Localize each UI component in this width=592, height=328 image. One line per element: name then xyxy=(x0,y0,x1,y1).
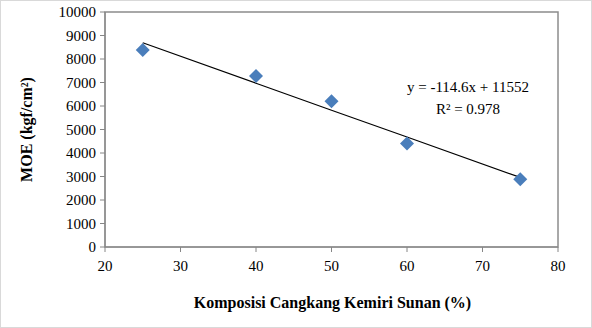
x-tick-label: 30 xyxy=(173,258,188,274)
scatter-point xyxy=(249,69,263,83)
y-tick xyxy=(100,129,105,130)
y-tick-label: 2000 xyxy=(66,192,96,208)
plot-frame xyxy=(105,12,558,247)
x-tick-label: 20 xyxy=(98,258,113,274)
chart-border xyxy=(1,1,592,328)
y-tick xyxy=(100,82,105,83)
annotation: y = -114.6x + 11552 xyxy=(407,79,529,95)
scatter-point xyxy=(513,172,527,186)
y-tick-label: 7000 xyxy=(66,75,96,91)
x-axis-label: Komposisi Cangkang Kemiri Sunan (%) xyxy=(194,294,471,312)
chart-container: 0 1000 2000 3000 4000 5000 6000 7000 8000 9000 100… xyxy=(0,0,592,328)
x-tick xyxy=(407,247,408,252)
chart-svg: 0 1000 2000 3000 4000 5000 6000 7000 8000 9000 100… xyxy=(0,0,592,328)
plot-marks xyxy=(136,43,528,187)
x-tick-label: 80 xyxy=(551,258,566,274)
y-tick-label: 10000 xyxy=(59,4,97,20)
y-tick xyxy=(100,247,105,248)
scatter-point xyxy=(325,94,339,108)
x-tick xyxy=(180,247,181,252)
y-tick xyxy=(100,12,105,13)
y-axis-label: MOE (kgf/cm²) xyxy=(18,77,36,182)
x-tick-label: 70 xyxy=(475,258,490,274)
y-tick xyxy=(100,59,105,60)
x-tick xyxy=(482,247,483,252)
y-tick-label: 9000 xyxy=(66,28,96,44)
x-tick xyxy=(558,247,559,252)
x-tick-label: 60 xyxy=(400,258,415,274)
x-tick xyxy=(331,247,332,252)
y-tick xyxy=(100,223,105,224)
y-tick xyxy=(100,200,105,201)
y-tick-label: 4000 xyxy=(66,145,96,161)
y-tick xyxy=(100,153,105,154)
y-tick-label: 6000 xyxy=(66,98,96,114)
y-tick-label: 1000 xyxy=(66,216,96,232)
trend-line xyxy=(143,43,521,178)
scatter-point xyxy=(136,43,150,57)
y-tick-label: 8000 xyxy=(66,51,96,67)
x-tick-label: 40 xyxy=(249,258,264,274)
y-tick xyxy=(100,106,105,107)
x-tick xyxy=(105,247,106,252)
y-tick xyxy=(100,35,105,36)
scatter-point xyxy=(400,137,414,151)
y-tick-label: 3000 xyxy=(66,169,96,185)
x-tick xyxy=(256,247,257,252)
annotation: R² = 0.978 xyxy=(436,101,500,117)
y-tick xyxy=(100,176,105,177)
y-tick-label: 5000 xyxy=(66,122,96,138)
y-tick-label: 0 xyxy=(89,239,97,255)
x-tick-label: 50 xyxy=(324,258,339,274)
